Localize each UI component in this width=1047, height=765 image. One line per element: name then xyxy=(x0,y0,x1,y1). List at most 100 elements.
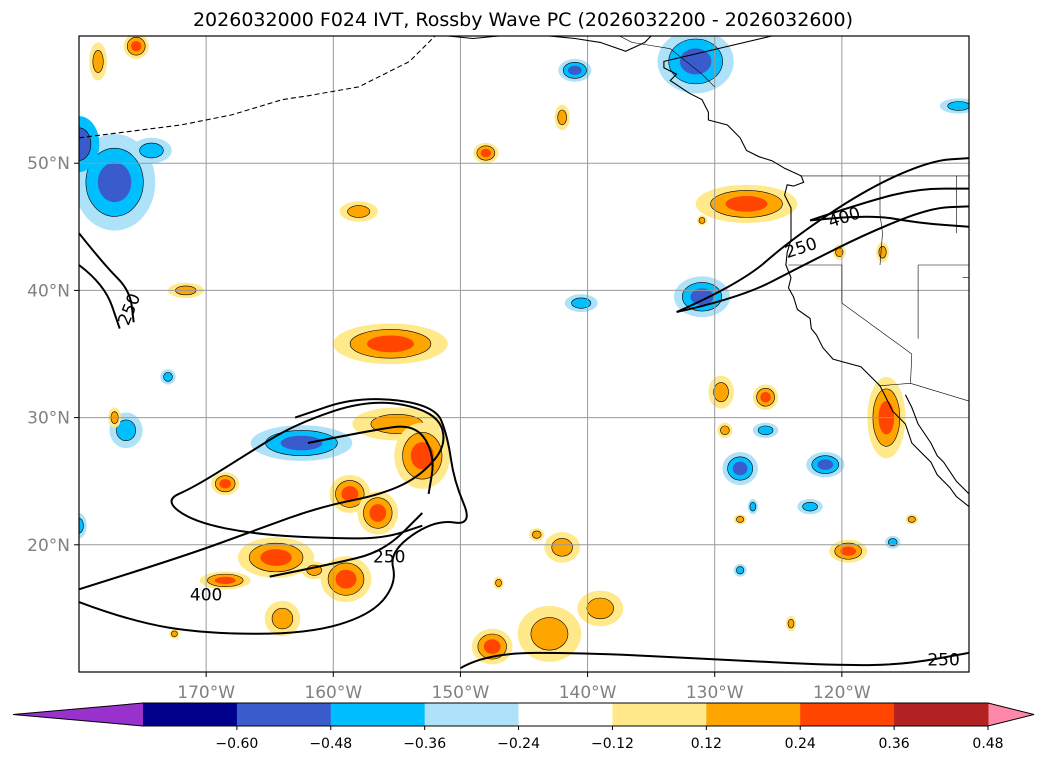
anomaly-patch xyxy=(320,556,372,603)
x-tick-label: 150°W xyxy=(432,683,490,703)
political-border xyxy=(619,36,715,88)
contour-label: 400 xyxy=(190,586,222,606)
colorbar-tick-label: −0.36 xyxy=(403,736,446,752)
anomaly-patch xyxy=(558,58,592,82)
anomaly-patch xyxy=(89,42,107,81)
anomaly-patch xyxy=(169,628,180,639)
x-axis-ticks: 170°W 160°W 150°W 140°W 130°W 120°W xyxy=(177,672,871,703)
anomaly-patch xyxy=(339,201,378,222)
anomaly-patch xyxy=(394,422,451,489)
anomaly-patch xyxy=(696,215,708,226)
anomaly-patch xyxy=(79,513,87,539)
colorbar-swatch xyxy=(143,703,238,726)
y-tick-label: 50°N xyxy=(27,154,70,174)
anomaly-patch-level xyxy=(720,425,730,436)
colorbar-tick-label: −0.24 xyxy=(497,736,540,752)
colorbar-tick-label: 0.48 xyxy=(972,736,1003,752)
anomaly-patch-level xyxy=(410,442,434,470)
x-tick-label: 130°W xyxy=(686,683,744,703)
anomaly-patch xyxy=(199,571,251,590)
anomaly-patch xyxy=(939,98,969,114)
anomaly-patch-level xyxy=(369,504,387,522)
anomaly-patch-level xyxy=(79,127,92,161)
anomaly-patch-level xyxy=(557,109,567,126)
contour-label: 250 xyxy=(373,548,405,568)
anomaly-patch-level xyxy=(713,382,729,403)
anomaly-patch-level xyxy=(757,425,774,436)
anomaly-patch xyxy=(752,422,779,438)
aleutian-islands xyxy=(79,36,436,139)
anomaly-patch xyxy=(517,605,582,662)
colorbar-extend-low xyxy=(13,703,143,726)
anomaly-patch-level xyxy=(171,630,178,638)
anomaly-patch xyxy=(876,242,889,263)
colorbar: −0.60 −0.48 −0.36 −0.24 −0.12 0.12 0.24 0.36 0.4… xyxy=(12,702,1035,752)
anomaly-patch-level xyxy=(586,597,614,620)
gridlines xyxy=(79,36,969,672)
anomaly-patch xyxy=(747,499,758,515)
anomaly-patch-level xyxy=(214,576,236,585)
anomaly-patch-level xyxy=(347,205,371,218)
ivt-contour-250 xyxy=(79,398,468,635)
y-axis-ticks: 20°N 30°N 40°N 50°N xyxy=(27,154,79,556)
anomaly-patch xyxy=(471,628,513,665)
anomaly-patch-level xyxy=(116,419,136,442)
ivt-contour-250 xyxy=(79,264,121,329)
plot-frame xyxy=(78,35,970,673)
coastline xyxy=(663,36,969,508)
anomaly-patch xyxy=(554,104,570,131)
anomaly-patch xyxy=(708,375,734,409)
colorbar-tick-label: 0.36 xyxy=(879,736,910,752)
anomaly-patch-level xyxy=(551,538,573,557)
anomaly-patch-level xyxy=(690,288,714,306)
colorbar-tick-label: −0.60 xyxy=(215,736,258,752)
anomaly-patch-level xyxy=(530,617,569,651)
anomaly-patch-level xyxy=(97,162,132,203)
anomaly-patch xyxy=(529,528,545,541)
alaska-coastline xyxy=(447,36,652,52)
colorbar-tick-label: 0.24 xyxy=(785,736,816,752)
colorbar-swatch xyxy=(894,703,989,726)
anomaly-patch-level xyxy=(335,569,357,589)
anomaly-patch-level xyxy=(219,479,231,489)
colorbar-swatch xyxy=(612,703,707,726)
anomaly-patch-level xyxy=(907,516,916,523)
y-tick-label: 40°N xyxy=(27,281,70,301)
anomaly-patch-level xyxy=(878,246,887,259)
plot-background xyxy=(79,36,969,672)
ivt-contour-250 xyxy=(79,232,135,323)
anomaly-patch-level xyxy=(495,578,502,587)
colorbar-tick-label: −0.48 xyxy=(309,736,352,752)
anomaly-patch xyxy=(695,184,798,223)
ivt-contours xyxy=(79,157,969,670)
contour-label: 250 xyxy=(927,651,959,671)
x-tick-label: 140°W xyxy=(559,683,617,703)
anomaly-patch-level xyxy=(817,459,834,470)
colorbar-extend-high xyxy=(988,703,1034,726)
anomaly-patch-level xyxy=(840,546,857,556)
anomaly-patch xyxy=(733,514,747,525)
gulf-coastline xyxy=(904,394,969,495)
anomaly-patch-level xyxy=(698,217,706,224)
anomaly-patch-level xyxy=(163,372,173,382)
anomaly-patch-level xyxy=(271,607,294,630)
anomaly-patch-level xyxy=(366,335,415,353)
anomaly-patch xyxy=(785,616,797,632)
anomaly-patch xyxy=(752,384,779,410)
political-border xyxy=(910,383,969,402)
ivt-contour-400 xyxy=(809,187,969,222)
x-tick-label: 170°W xyxy=(177,683,235,703)
anomaly-patch xyxy=(577,590,624,627)
anomaly-patch-level xyxy=(736,516,745,523)
anomaly-patch xyxy=(160,369,176,385)
anomaly-patch-level xyxy=(280,435,323,451)
anomaly-patch-level xyxy=(260,549,292,566)
anomaly-patch-level xyxy=(736,566,745,575)
anomaly-patch xyxy=(544,532,580,563)
colorbar-tick-label: −0.12 xyxy=(591,736,634,752)
colorbar-swatch xyxy=(800,703,895,726)
colorbar-swatch xyxy=(424,703,520,726)
x-tick-label: 160°W xyxy=(304,683,362,703)
anomaly-patch-level xyxy=(749,501,757,512)
y-tick-label: 20°N xyxy=(27,536,70,556)
